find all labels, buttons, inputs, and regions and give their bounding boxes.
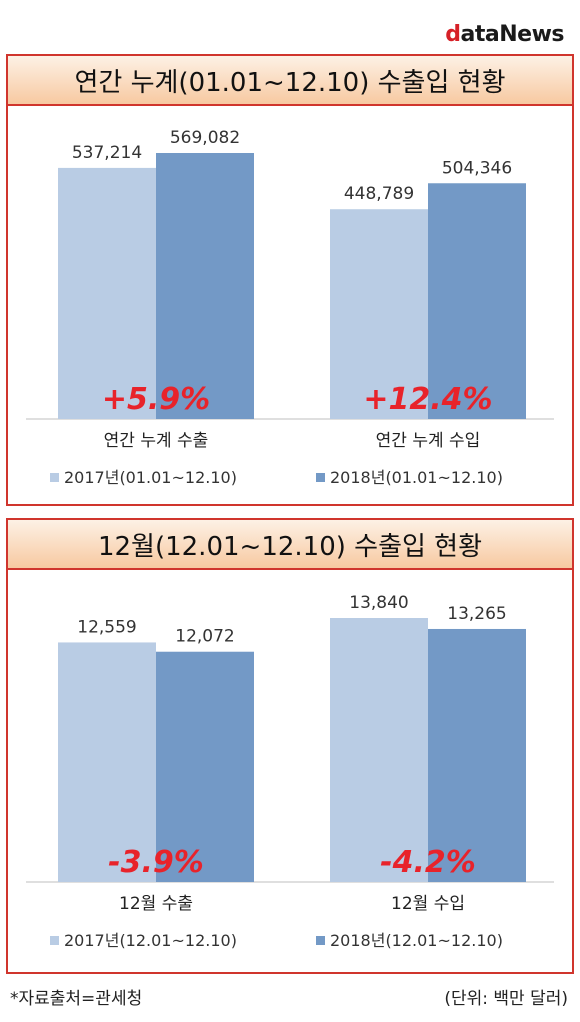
data-label: 13,840 — [349, 593, 408, 613]
legend-label: 2018년(12.01~12.10) — [330, 931, 503, 950]
datanews-logo: dataNews — [445, 22, 564, 47]
category-label: 12월 수입 — [391, 894, 465, 914]
bar — [58, 642, 156, 882]
data-label: 12,072 — [175, 627, 234, 647]
bar — [156, 153, 254, 419]
legend-swatch — [316, 473, 325, 482]
category-label: 연간 누계 수입 — [376, 431, 481, 451]
bar — [330, 618, 428, 882]
data-label: 13,265 — [447, 604, 506, 624]
legend-swatch — [316, 936, 325, 945]
bar — [156, 651, 254, 882]
change-label: -3.9% — [108, 845, 204, 880]
december-panel: 12월(12.01~12.10) 수출입 현황 12,559 12,072 -3.9… — [6, 518, 574, 974]
data-label: 12,559 — [77, 617, 136, 637]
data-label: 537,214 — [72, 143, 142, 163]
legend-label: 2017년(12.01~12.10) — [64, 931, 237, 950]
legend-label: 2017년(01.01~12.10) — [64, 468, 237, 487]
legend-swatch — [50, 473, 59, 482]
category-label: 연간 누계 수출 — [104, 431, 209, 451]
change-label: -4.2% — [380, 845, 476, 880]
change-label: +5.9% — [102, 382, 210, 417]
annual-panel: 연간 누계(01.01~12.10) 수출입 현황 537,214 569,082… — [6, 54, 574, 506]
data-label: 448,789 — [344, 184, 414, 204]
legend-swatch — [50, 936, 59, 945]
source-note: *자료출처=관세청 — [10, 989, 143, 1009]
bar — [428, 183, 526, 419]
december-chart: 12,559 12,072 -3.9% 12월 수출 13,840 13,265 -4.2%… — [26, 593, 554, 950]
legend-label: 2018년(01.01~12.10) — [330, 468, 503, 487]
annual-panel-title: 연간 누계(01.01~12.10) 수출입 현황 — [8, 56, 572, 106]
bar — [428, 628, 526, 882]
data-label: 569,082 — [170, 128, 240, 148]
data-label: 504,346 — [442, 158, 512, 178]
annual-chart: 537,214 569,082 +5.9% 연간 누계 수출 448,789 504,34… — [26, 128, 554, 487]
unit-note: (단위: 백만 달러) — [444, 989, 568, 1009]
bar — [58, 167, 156, 419]
december-panel-title: 12월(12.01~12.10) 수출입 현황 — [8, 520, 572, 570]
bar — [330, 209, 428, 419]
change-label: +12.4% — [363, 382, 492, 417]
category-label: 12월 수출 — [119, 894, 193, 914]
